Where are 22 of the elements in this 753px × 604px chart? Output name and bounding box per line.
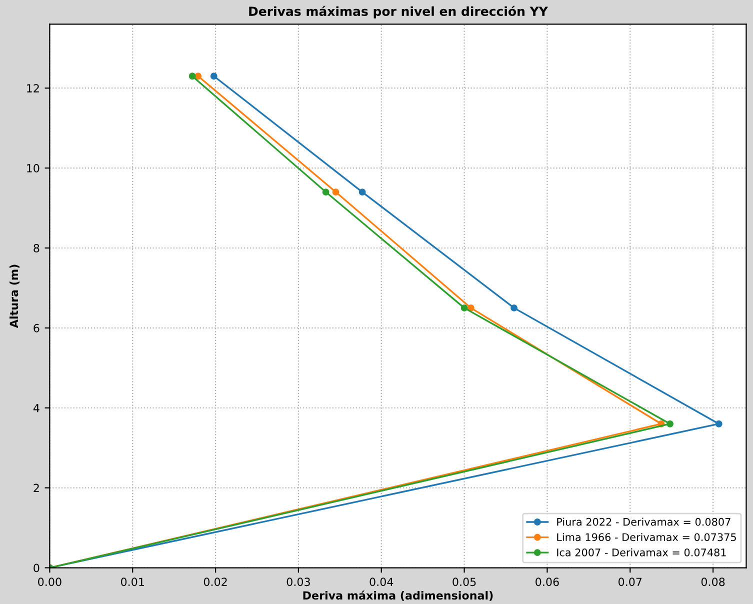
x-tick-label: 0.04 — [370, 578, 394, 586]
x-tick-label: 0.02 — [204, 578, 227, 586]
y-tick-label: 4 — [33, 404, 40, 412]
x-tick-label: 0.00 — [38, 578, 62, 586]
y-tick-label: 6 — [34, 324, 40, 332]
x-tick-label: 0.08 — [701, 578, 725, 586]
chart-title: Derivas máximas por nivel en dirección YY — [249, 6, 548, 18]
x-axis-title: Deriva máxima (adimensional) — [303, 590, 493, 601]
y-axis-title: Altura (m) — [10, 264, 20, 328]
x-tick-label: 0.06 — [536, 578, 559, 586]
x-tick-label: 0.07 — [618, 578, 642, 586]
legend-label: Ica 2007 - Derivamax = 0.07481 — [557, 548, 726, 556]
x-tick-label: 0.01 — [120, 578, 144, 586]
y-tick-label: 8 — [34, 244, 40, 252]
y-tick-label: 12 — [27, 84, 39, 92]
x-tick-label: 0.05 — [452, 578, 476, 586]
legend-label: Lima 1966 - Derivamax = 0.07375 — [557, 533, 736, 542]
x-tick-label: 0.03 — [286, 578, 310, 586]
y-tick-label: 2 — [34, 484, 39, 492]
y-tick-label: 10 — [27, 164, 40, 172]
y-tick-label: 0 — [34, 564, 40, 572]
legend-label: Piura 2022 - Derivamax = 0.0807 — [557, 518, 730, 526]
